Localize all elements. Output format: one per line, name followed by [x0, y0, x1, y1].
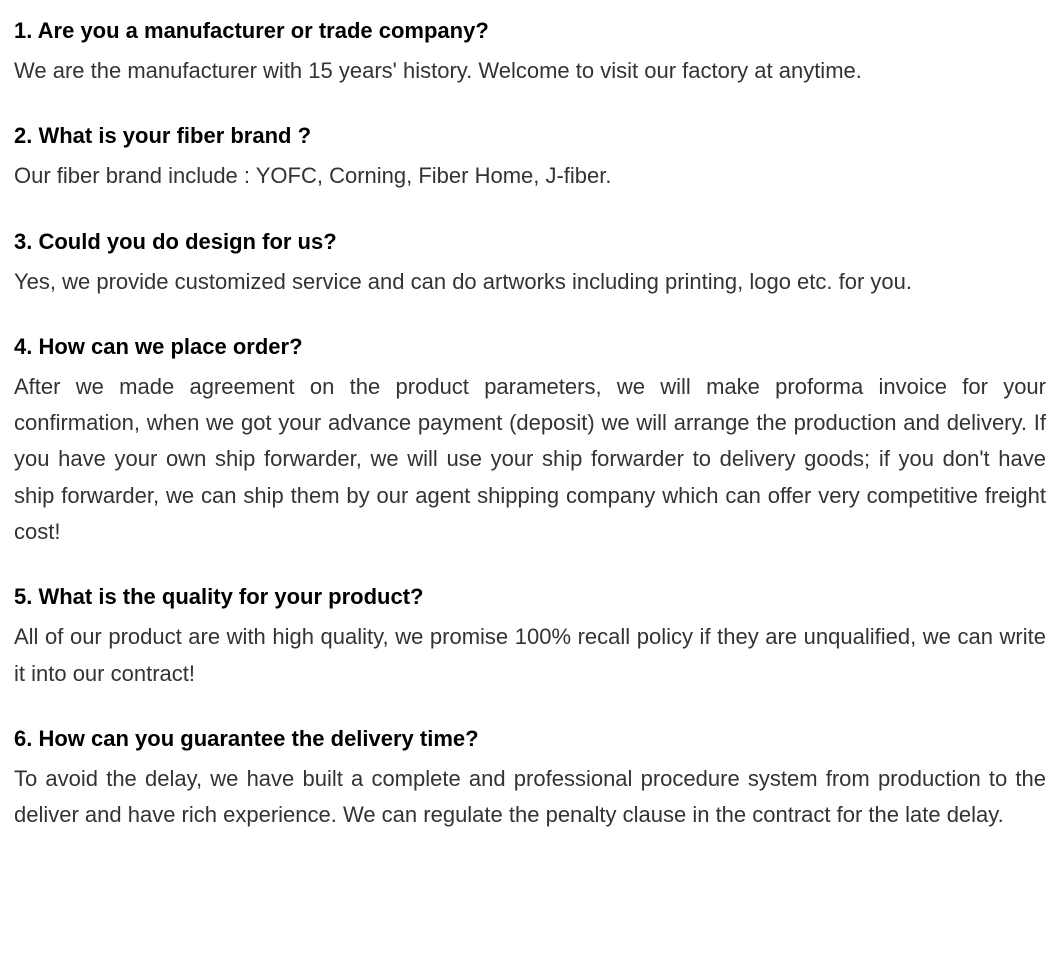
faq-question: 6. How can you guarantee the delivery ti… — [14, 722, 1046, 755]
faq-answer: We are the manufacturer with 15 years' h… — [14, 53, 1046, 89]
faq-list: 1. Are you a manufacturer or trade compa… — [14, 14, 1046, 834]
faq-item: 4. How can we place order? After we made … — [14, 330, 1046, 550]
faq-answer: All of our product are with high quality… — [14, 619, 1046, 692]
faq-question: 2. What is your fiber brand ? — [14, 119, 1046, 152]
faq-answer: To avoid the delay, we have built a comp… — [14, 761, 1046, 834]
faq-item: 1. Are you a manufacturer or trade compa… — [14, 14, 1046, 89]
faq-answer: After we made agreement on the product p… — [14, 369, 1046, 550]
faq-item: 3. Could you do design for us? Yes, we pr… — [14, 225, 1046, 300]
faq-answer: Yes, we provide customized service and c… — [14, 264, 1046, 300]
faq-question: 5. What is the quality for your product? — [14, 580, 1046, 613]
faq-item: 6. How can you guarantee the delivery ti… — [14, 722, 1046, 834]
faq-answer: Our fiber brand include : YOFC, Corning,… — [14, 158, 1046, 194]
faq-item: 5. What is the quality for your product?… — [14, 580, 1046, 692]
faq-item: 2. What is your fiber brand ? Our fiber b… — [14, 119, 1046, 194]
faq-question: 1. Are you a manufacturer or trade compa… — [14, 14, 1046, 47]
faq-question: 4. How can we place order? — [14, 330, 1046, 363]
faq-question: 3. Could you do design for us? — [14, 225, 1046, 258]
